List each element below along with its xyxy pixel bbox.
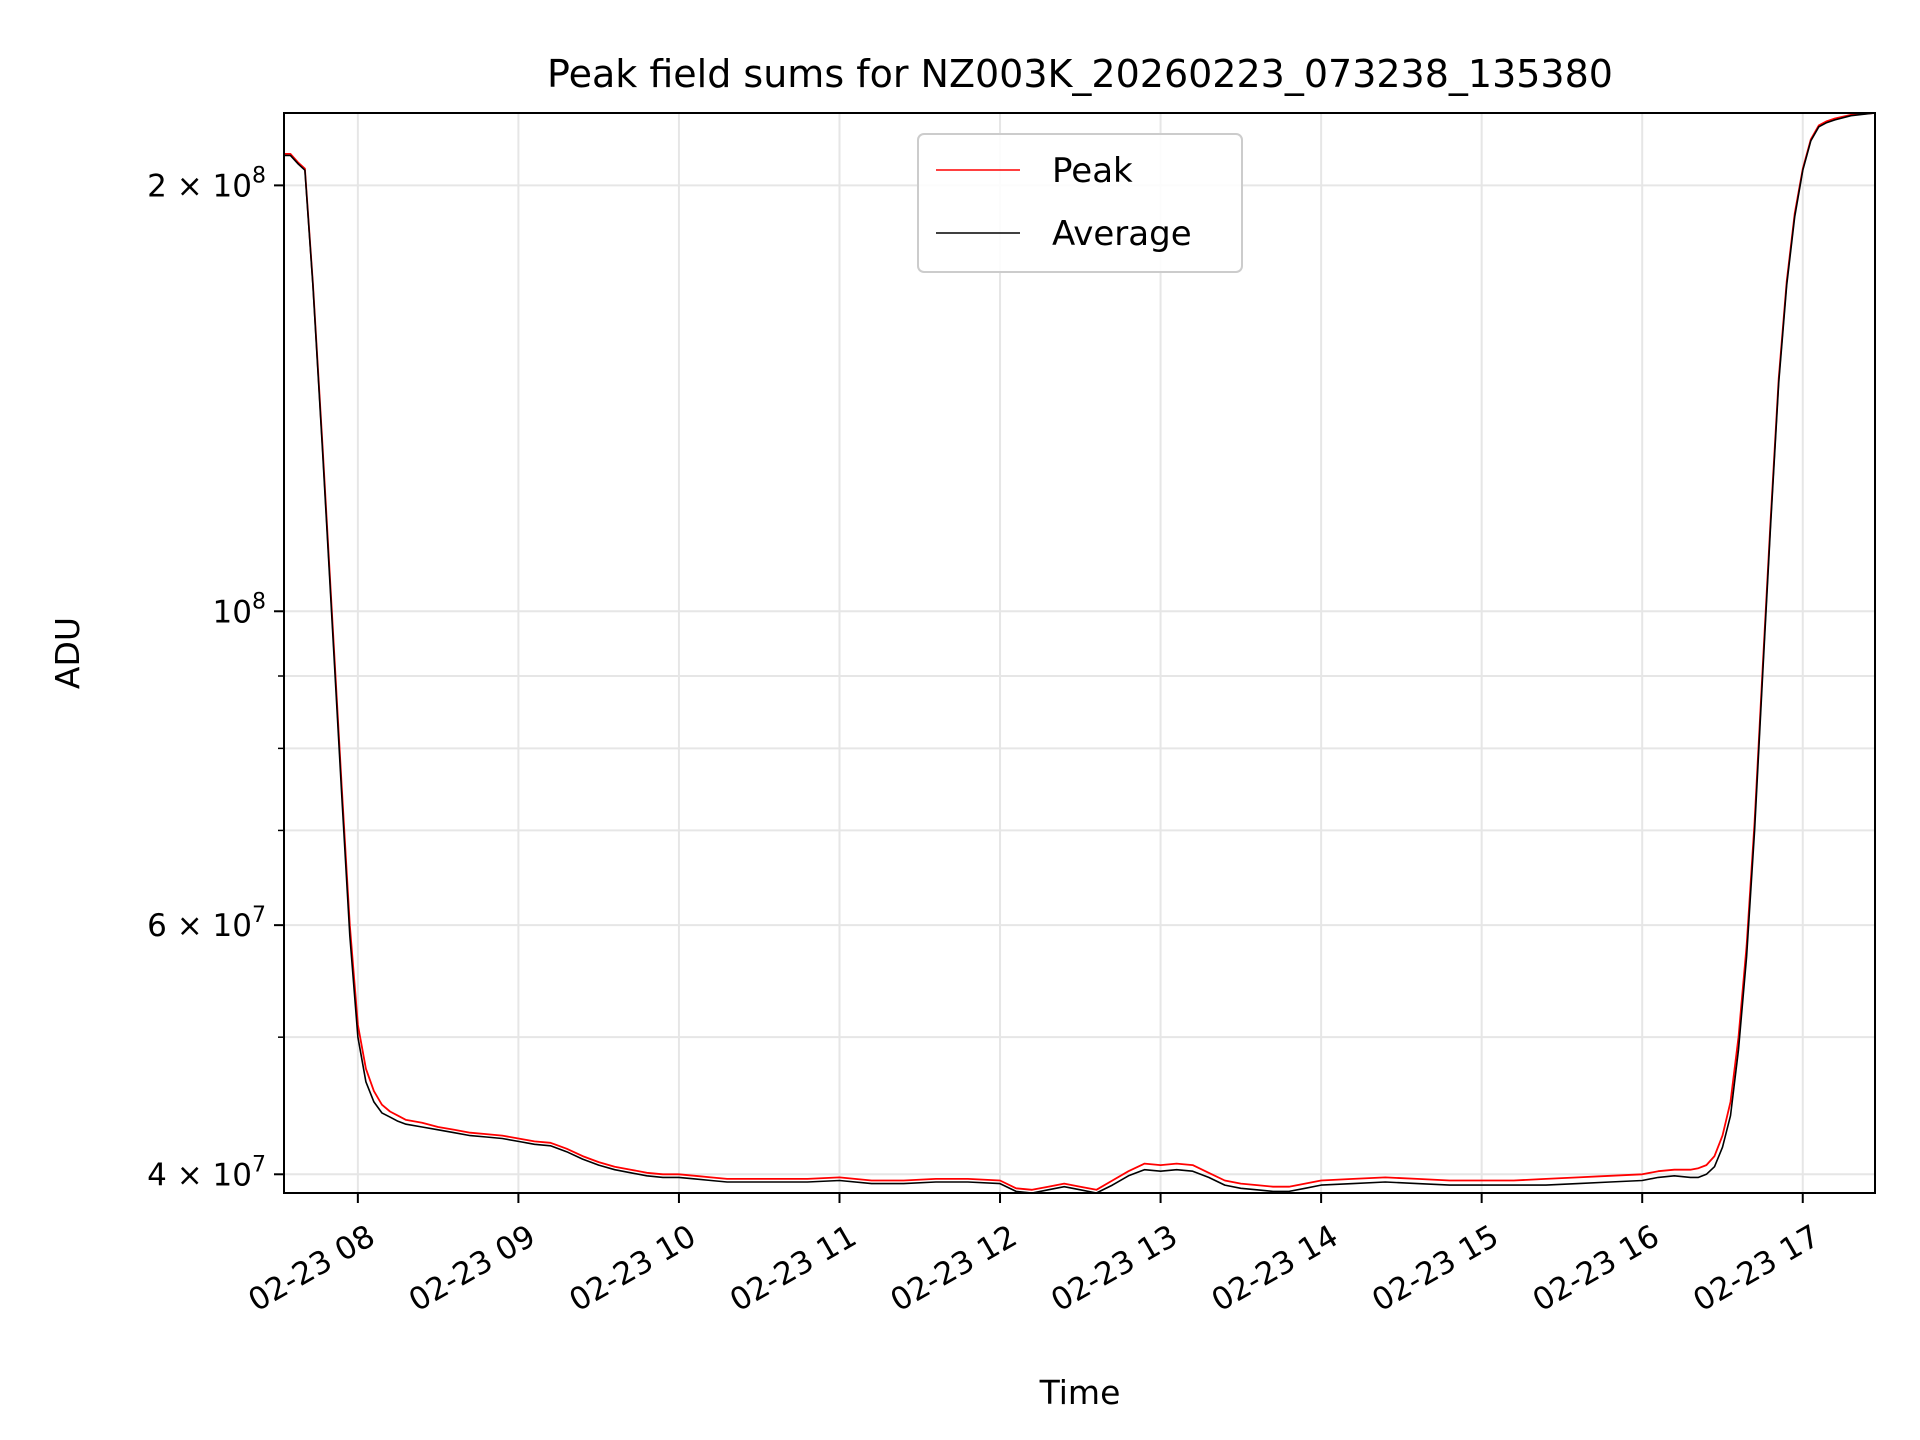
legend-label-peak: Peak bbox=[1052, 151, 1133, 191]
y-tick-label: 108 bbox=[213, 589, 266, 630]
plot-frame bbox=[283, 112, 1876, 1194]
legend: Peak Average bbox=[917, 133, 1243, 273]
chart-title: Peak field sums for NZ003K_20260223_0732… bbox=[547, 52, 1613, 96]
legend-box bbox=[917, 133, 1243, 273]
y-tick-label: 6 × 107 bbox=[147, 903, 266, 944]
y-tick-label: 2 × 108 bbox=[147, 163, 266, 204]
y-tick-label: 4 × 107 bbox=[147, 1152, 266, 1193]
x-axis-label: Time bbox=[1039, 1373, 1121, 1412]
series-line-average bbox=[284, 113, 1875, 1193]
legend-label-average: Average bbox=[1052, 214, 1192, 254]
series-layer bbox=[284, 113, 1875, 1193]
series-line-peak bbox=[284, 113, 1875, 1191]
y-axis-label: ADU bbox=[48, 617, 87, 689]
